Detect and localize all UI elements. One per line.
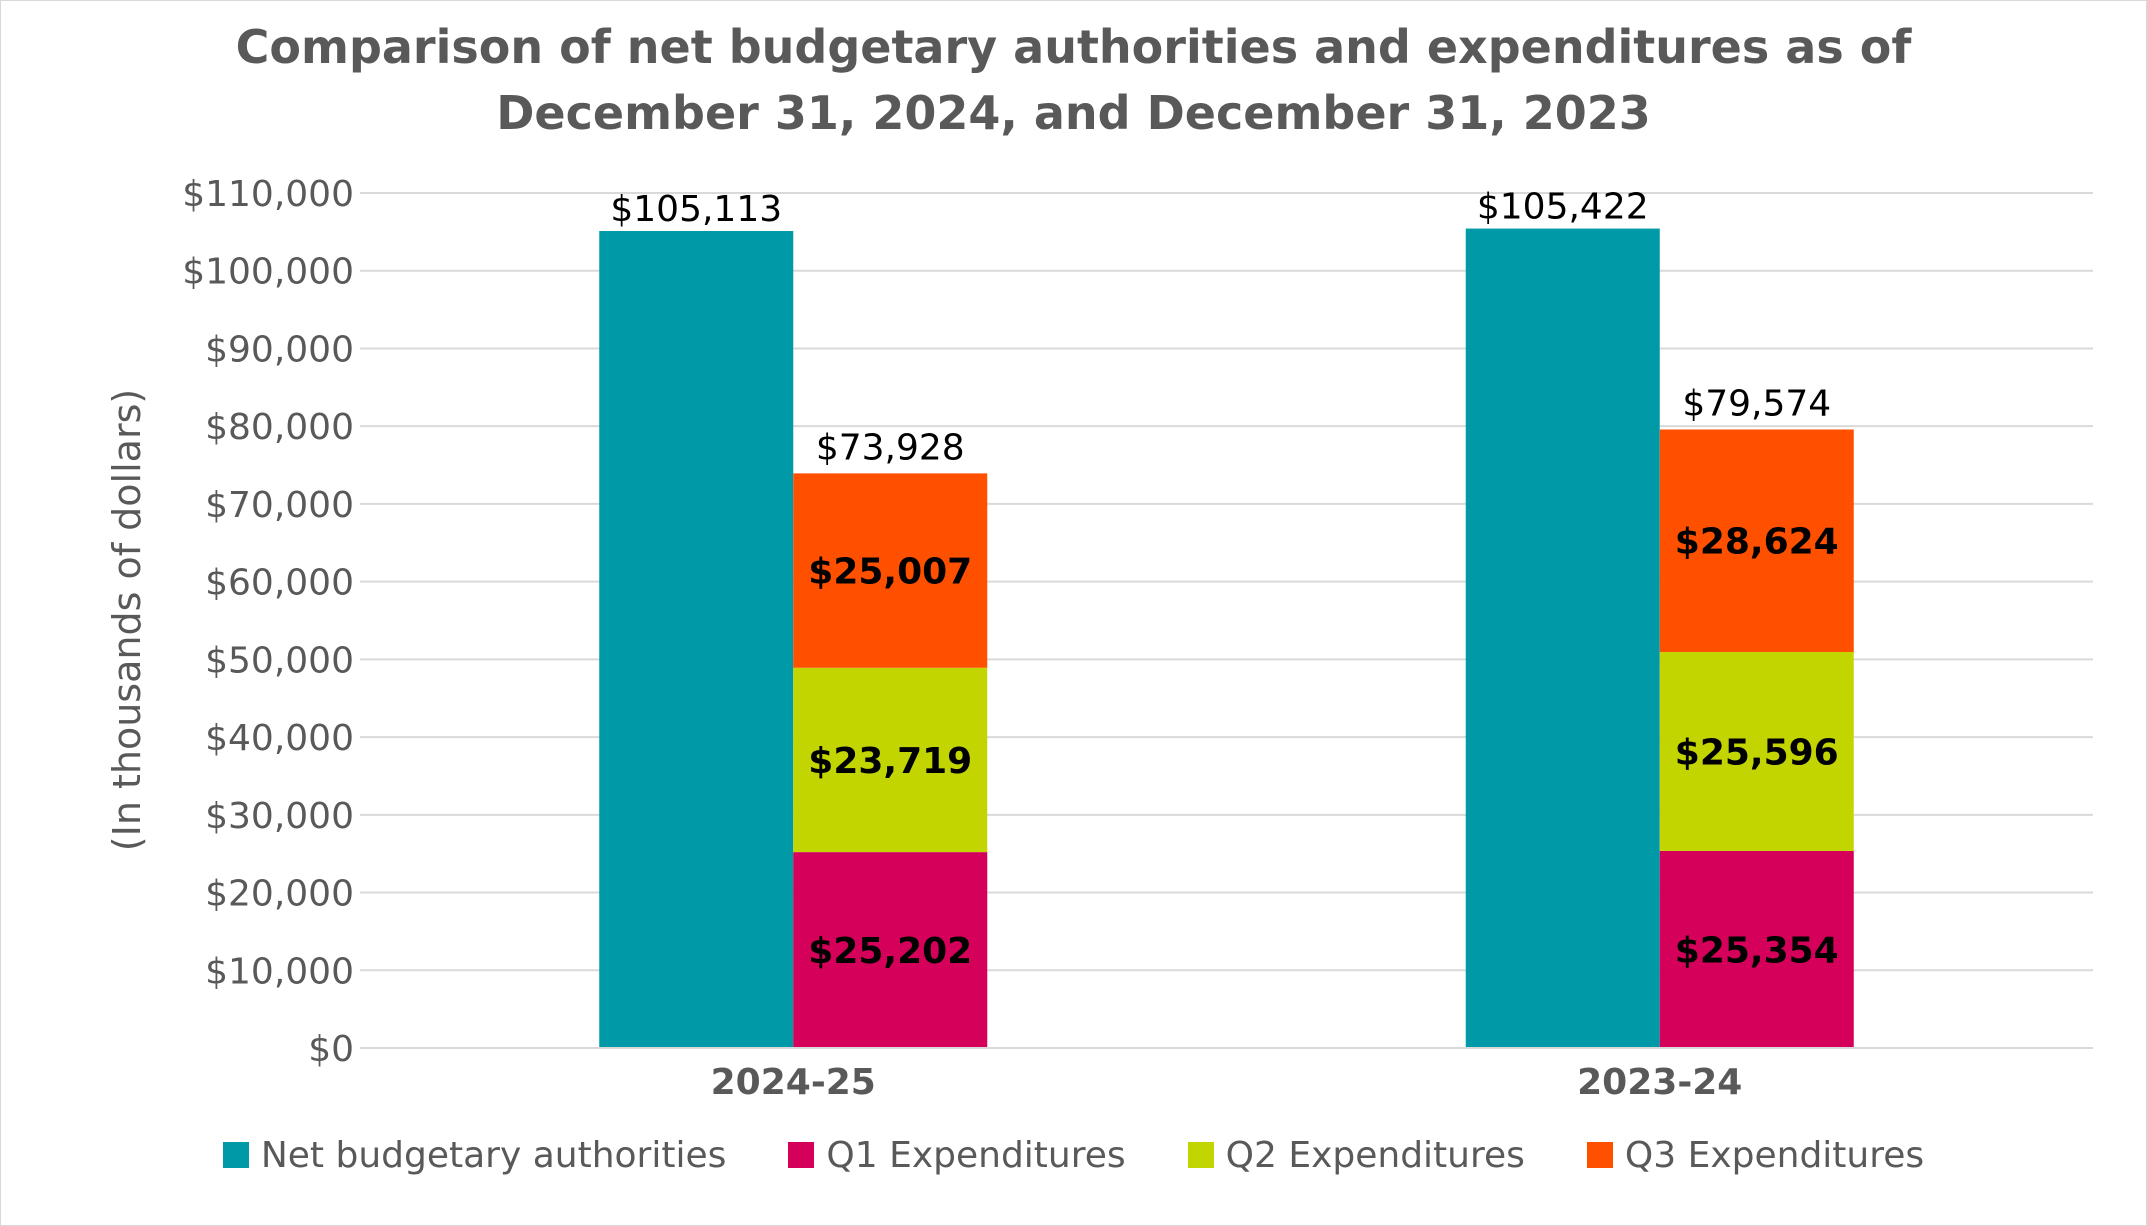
legend-swatch bbox=[788, 1142, 815, 1168]
y-tick-label: $20,000 bbox=[205, 874, 354, 915]
data-label-segment: $28,624 bbox=[1675, 522, 1839, 563]
y-tick-label: $70,000 bbox=[205, 485, 354, 526]
bars bbox=[599, 228, 1854, 1048]
data-label-total: $105,113 bbox=[610, 189, 782, 230]
y-tick-label: $100,000 bbox=[182, 252, 354, 293]
data-label-segment: $25,202 bbox=[808, 931, 972, 972]
y-tick-label: $80,000 bbox=[205, 407, 354, 448]
y-tick-label: $10,000 bbox=[205, 951, 354, 992]
data-label-segment: $25,354 bbox=[1675, 930, 1839, 971]
data-label-total: $73,928 bbox=[816, 427, 965, 468]
legend-label: Q1 Expenditures bbox=[826, 1134, 1126, 1176]
bar-segment-q2-expenditures bbox=[793, 667, 988, 853]
legend-item-q3-expenditures: Q3 Expenditures bbox=[1586, 1134, 1925, 1176]
bar-segment-q1-expenditures bbox=[1659, 850, 1854, 1048]
data-label-segment: $23,719 bbox=[808, 741, 972, 782]
data-label-segment: $25,007 bbox=[808, 552, 972, 593]
y-tick-label: $40,000 bbox=[205, 718, 354, 759]
legend: Net budgetary authorities Q1 Expenditure… bbox=[0, 1130, 2147, 1180]
x-axis: 2024-25 2023-24 bbox=[360, 1047, 2093, 1103]
y-tick-label: $50,000 bbox=[205, 640, 354, 681]
y-tick-label: $30,000 bbox=[205, 796, 354, 837]
y-tick-label: $90,000 bbox=[205, 329, 354, 370]
y-tick-label: $0 bbox=[308, 1029, 354, 1070]
bar-segment-q2-expenditures bbox=[1659, 651, 1854, 851]
y-tick-label: $110,000 bbox=[182, 174, 354, 215]
x-tick-label: 2023-24 bbox=[1577, 1062, 1742, 1103]
legend-label: Q2 Expenditures bbox=[1225, 1134, 1525, 1176]
y-axis: $0 $10,000 $20,000 $30,000 $40,000 $50,000 $60… bbox=[105, 174, 354, 1070]
data-label-total: $79,574 bbox=[1682, 383, 1831, 424]
legend-label: Q3 Expenditures bbox=[1624, 1134, 1925, 1176]
x-tick-label: 2024-25 bbox=[711, 1062, 876, 1103]
data-label-segment: $25,596 bbox=[1675, 732, 1839, 773]
bar-segment-q3-expenditures bbox=[1659, 429, 1854, 652]
y-tick-label: $60,000 bbox=[205, 563, 354, 604]
legend-item-q2-expenditures: Q2 Expenditures bbox=[1187, 1134, 1525, 1176]
chart-title-line-2: December 31, 2024, and December 31, 2023 bbox=[496, 86, 1651, 140]
legend-swatch bbox=[1586, 1142, 1613, 1168]
legend-swatch bbox=[1187, 1142, 1214, 1168]
legend-item-q1-expenditures: Q1 Expenditures bbox=[788, 1134, 1126, 1176]
legend-label: Net budgetary authorities bbox=[260, 1134, 727, 1176]
y-axis-title: (In thousands of dollars) bbox=[105, 389, 149, 851]
bar-net-budgetary-authorities bbox=[599, 230, 794, 1048]
bar-segment-q1-expenditures bbox=[793, 852, 988, 1048]
data-labels: $105,113 $25,202 $23,719 $25,007 $73,928 $105… bbox=[610, 187, 1838, 972]
bar-segment-q3-expenditures bbox=[793, 473, 988, 668]
chart-title: Comparison of net budgetary authorities … bbox=[0, 14, 2147, 146]
bar-net-budgetary-authorities bbox=[1465, 228, 1660, 1048]
chart-title-line-1: Comparison of net budgetary authorities … bbox=[235, 20, 1912, 74]
data-label-total: $105,422 bbox=[1477, 187, 1649, 228]
legend-swatch bbox=[222, 1142, 249, 1168]
legend-item-net-budgetary-authorities: Net budgetary authorities bbox=[222, 1134, 727, 1176]
